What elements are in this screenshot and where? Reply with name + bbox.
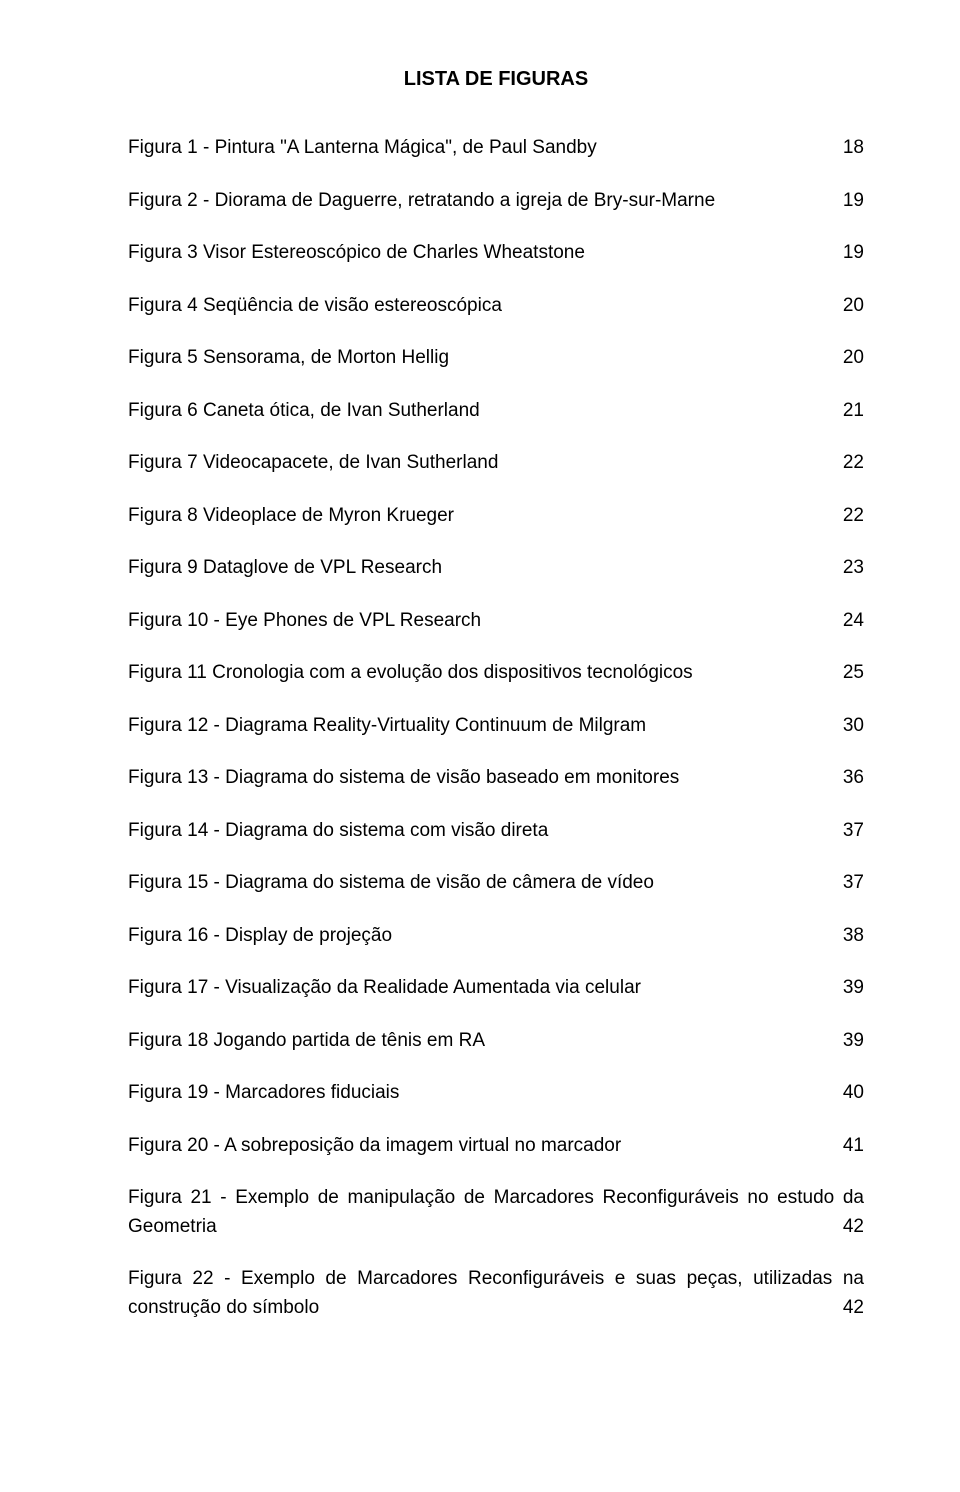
figure-entry-page: 37 — [835, 817, 864, 846]
figure-entry: Figura 21 - Exemplo de manipulação de Ma… — [128, 1184, 864, 1241]
figure-entry-page: 18 — [835, 134, 864, 163]
figure-entry-page: 42 — [843, 1213, 864, 1242]
figure-entry: Figura 10 - Eye Phones de VPL Research 24 — [128, 607, 864, 636]
figure-entry-page: 21 — [835, 397, 864, 426]
figure-entry: Figura 14 - Diagrama do sistema com visã… — [128, 817, 864, 846]
figure-entry-label: Figura 8 Videoplace de Myron Krueger — [128, 502, 454, 531]
figure-entry-page: 30 — [835, 712, 864, 741]
figure-entry-label: Figura 13 - Diagrama do sistema de visão… — [128, 764, 679, 793]
figure-entry: Figura 8 Videoplace de Myron Krueger 22 — [128, 502, 864, 531]
figure-entry: Figura 3 Visor Estereoscópico de Charles… — [128, 239, 864, 268]
figure-entry-page: 22 — [835, 449, 864, 478]
figure-entry-page: 19 — [835, 239, 864, 268]
figure-entry-label: Figura 15 - Diagrama do sistema de visão… — [128, 869, 654, 898]
figure-entry-page: 41 — [835, 1132, 864, 1161]
figure-entry-page: 36 — [835, 764, 864, 793]
figure-entry-label: Figura 22 - Exemplo de Marcadores Reconf… — [128, 1268, 864, 1318]
figure-entry-label: Figura 16 - Display de projeção — [128, 922, 392, 951]
figure-entry-page: 22 — [835, 502, 864, 531]
figure-entry-label: Figura 5 Sensorama, de Morton Hellig — [128, 344, 449, 373]
figure-entry: Figura 20 - A sobreposição da imagem vir… — [128, 1132, 864, 1161]
figure-entry-page: 19 — [835, 187, 864, 216]
figure-entry-page: 20 — [835, 292, 864, 321]
figure-entry: Figura 11 Cronologia com a evolução dos … — [128, 659, 864, 688]
figure-entry-page: 40 — [835, 1079, 864, 1108]
figure-entry-page: 42 — [843, 1294, 864, 1323]
figure-entry-label: Figura 10 - Eye Phones de VPL Research — [128, 607, 481, 636]
figure-entry-label: Figura 21 - Exemplo de manipulação de Ma… — [128, 1187, 864, 1237]
figure-entry-label: Figura 18 Jogando partida de tênis em RA — [128, 1027, 485, 1056]
figure-entry: Figura 16 - Display de projeção 38 — [128, 922, 864, 951]
figure-entry-page: 38 — [835, 922, 864, 951]
figure-entry: Figura 2 - Diorama de Daguerre, retratan… — [128, 187, 864, 216]
figure-entry: Figura 1 - Pintura "A Lanterna Mágica", … — [128, 134, 864, 163]
figure-entry: Figura 4 Seqüência de visão estereoscópi… — [128, 292, 864, 321]
figure-entry: Figura 15 - Diagrama do sistema de visão… — [128, 869, 864, 898]
figure-entry: Figura 13 - Diagrama do sistema de visão… — [128, 764, 864, 793]
figure-entry-label: Figura 12 - Diagrama Reality-Virtuality … — [128, 712, 646, 741]
figure-entry-label: Figura 20 - A sobreposição da imagem vir… — [128, 1132, 621, 1161]
figure-entry-page: 37 — [835, 869, 864, 898]
figure-entry-page: 20 — [835, 344, 864, 373]
figure-entry-page: 24 — [835, 607, 864, 636]
figure-entry-label: Figura 9 Dataglove de VPL Research — [128, 554, 442, 583]
figure-entry-label: Figura 1 - Pintura "A Lanterna Mágica", … — [128, 134, 597, 163]
figure-entry-label: Figura 2 - Diorama de Daguerre, retratan… — [128, 187, 715, 216]
figure-entry: Figura 19 - Marcadores fiduciais 40 — [128, 1079, 864, 1108]
figure-entry-label: Figura 7 Videocapacete, de Ivan Sutherla… — [128, 449, 498, 478]
figure-entry-label: Figura 17 - Visualização da Realidade Au… — [128, 974, 641, 1003]
figure-entry-label: Figura 19 - Marcadores fiduciais — [128, 1079, 399, 1108]
figure-entry: Figura 18 Jogando partida de tênis em RA… — [128, 1027, 864, 1056]
figure-list: Figura 1 - Pintura "A Lanterna Mágica", … — [128, 134, 864, 1322]
figure-entry: Figura 17 - Visualização da Realidade Au… — [128, 974, 864, 1003]
figure-entry: Figura 12 - Diagrama Reality-Virtuality … — [128, 712, 864, 741]
figure-entry-label: Figura 6 Caneta ótica, de Ivan Sutherlan… — [128, 397, 480, 426]
page-title: LISTA DE FIGURAS — [128, 64, 864, 94]
figure-entry: Figura 9 Dataglove de VPL Research 23 — [128, 554, 864, 583]
figure-entry-label: Figura 4 Seqüência de visão estereoscópi… — [128, 292, 502, 321]
figure-entry: Figura 6 Caneta ótica, de Ivan Sutherlan… — [128, 397, 864, 426]
figure-entry-page: 39 — [835, 974, 864, 1003]
figure-entry-page: 25 — [835, 659, 864, 688]
figure-entry: Figura 22 - Exemplo de Marcadores Reconf… — [128, 1265, 864, 1322]
figure-entry-page: 39 — [835, 1027, 864, 1056]
figure-entry: Figura 7 Videocapacete, de Ivan Sutherla… — [128, 449, 864, 478]
figure-entry-label: Figura 14 - Diagrama do sistema com visã… — [128, 817, 548, 846]
figure-entry-label: Figura 11 Cronologia com a evolução dos … — [128, 659, 693, 688]
figure-entry-label: Figura 3 Visor Estereoscópico de Charles… — [128, 239, 585, 268]
figure-entry: Figura 5 Sensorama, de Morton Hellig 20 — [128, 344, 864, 373]
figure-entry-page: 23 — [835, 554, 864, 583]
document-page: LISTA DE FIGURAS Figura 1 - Pintura "A L… — [0, 0, 960, 1492]
